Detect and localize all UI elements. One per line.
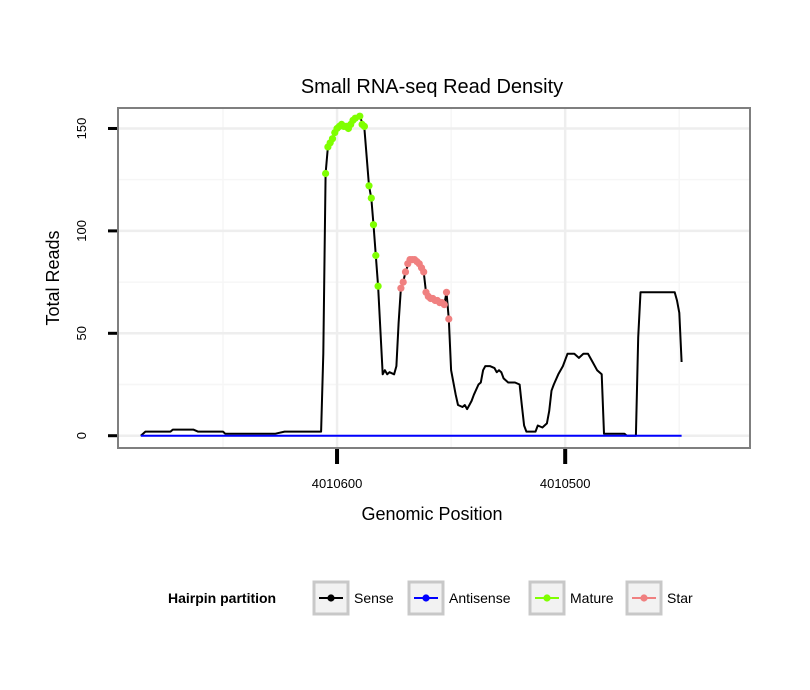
x-tick-label: 4010500 [540,476,591,491]
series-line-sense [140,115,683,437]
legend: Hairpin partition Sense Antisense Mature St… [168,580,693,616]
y-tick-label: 100 [74,220,89,242]
x-tick-label: 4010600 [312,476,363,491]
legend-key-point-sense [327,594,335,602]
data-point-star [397,284,405,292]
series-points-star [397,256,453,323]
legend-label-antisense: Antisense [449,590,511,606]
legend-key-point-antisense [422,594,430,602]
legend-entry-antisense: Antisense [407,580,511,616]
data-point-star [420,268,428,276]
data-point-star [445,315,453,323]
legend-label-star: Star [667,590,693,606]
data-point-mature [372,251,380,260]
legend-entry-sense: Sense [312,580,394,616]
data-point-star [401,268,410,276]
plot-panel-border [117,107,751,449]
data-point-mature [365,182,373,190]
data-point-star [399,278,407,286]
series-points-mature [322,112,382,290]
data-point-mature [322,169,330,178]
x-axis-title: Genomic Position [361,504,502,524]
legend-key-point-mature [543,594,551,602]
legend-key-point-star [640,594,648,602]
data-point-mature [367,194,375,202]
data-point-mature [369,221,378,229]
data-point-star [442,288,451,296]
y-axis-title: Total Reads [43,230,63,325]
data-point-mature [374,282,382,290]
y-tick-label: 0 [74,432,89,439]
data-point-mature [356,112,364,120]
y-tick-label: 150 [74,118,89,140]
plot-series [140,112,683,437]
legend-entry-star: Star [625,580,693,616]
plot-gridlines [118,108,750,448]
axis-ticks: 0 50 100 150 4010600 4010500 [74,118,591,491]
chart-title: Small RNA-seq Read Density [301,76,563,98]
legend-entry-mature: Mature [528,580,614,616]
legend-title: Hairpin partition [168,590,276,606]
data-point-mature [360,122,368,130]
data-point-star [440,301,448,309]
legend-label-sense: Sense [354,590,394,606]
legend-label-mature: Mature [570,590,614,606]
data-point-mature [328,135,337,143]
y-tick-label: 50 [74,326,89,340]
